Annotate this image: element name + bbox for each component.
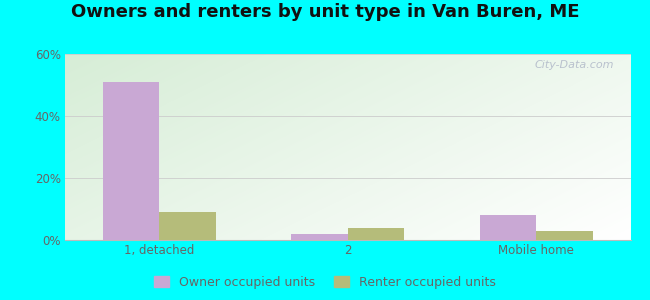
- Text: City-Data.com: City-Data.com: [534, 60, 614, 70]
- Bar: [536, 231, 593, 240]
- Bar: [480, 215, 536, 240]
- Legend: Owner occupied units, Renter occupied units: Owner occupied units, Renter occupied un…: [149, 271, 501, 294]
- Text: Owners and renters by unit type in Van Buren, ME: Owners and renters by unit type in Van B…: [71, 3, 579, 21]
- Bar: [348, 228, 404, 240]
- Bar: [159, 212, 216, 240]
- Bar: [103, 82, 159, 240]
- Bar: [291, 234, 348, 240]
